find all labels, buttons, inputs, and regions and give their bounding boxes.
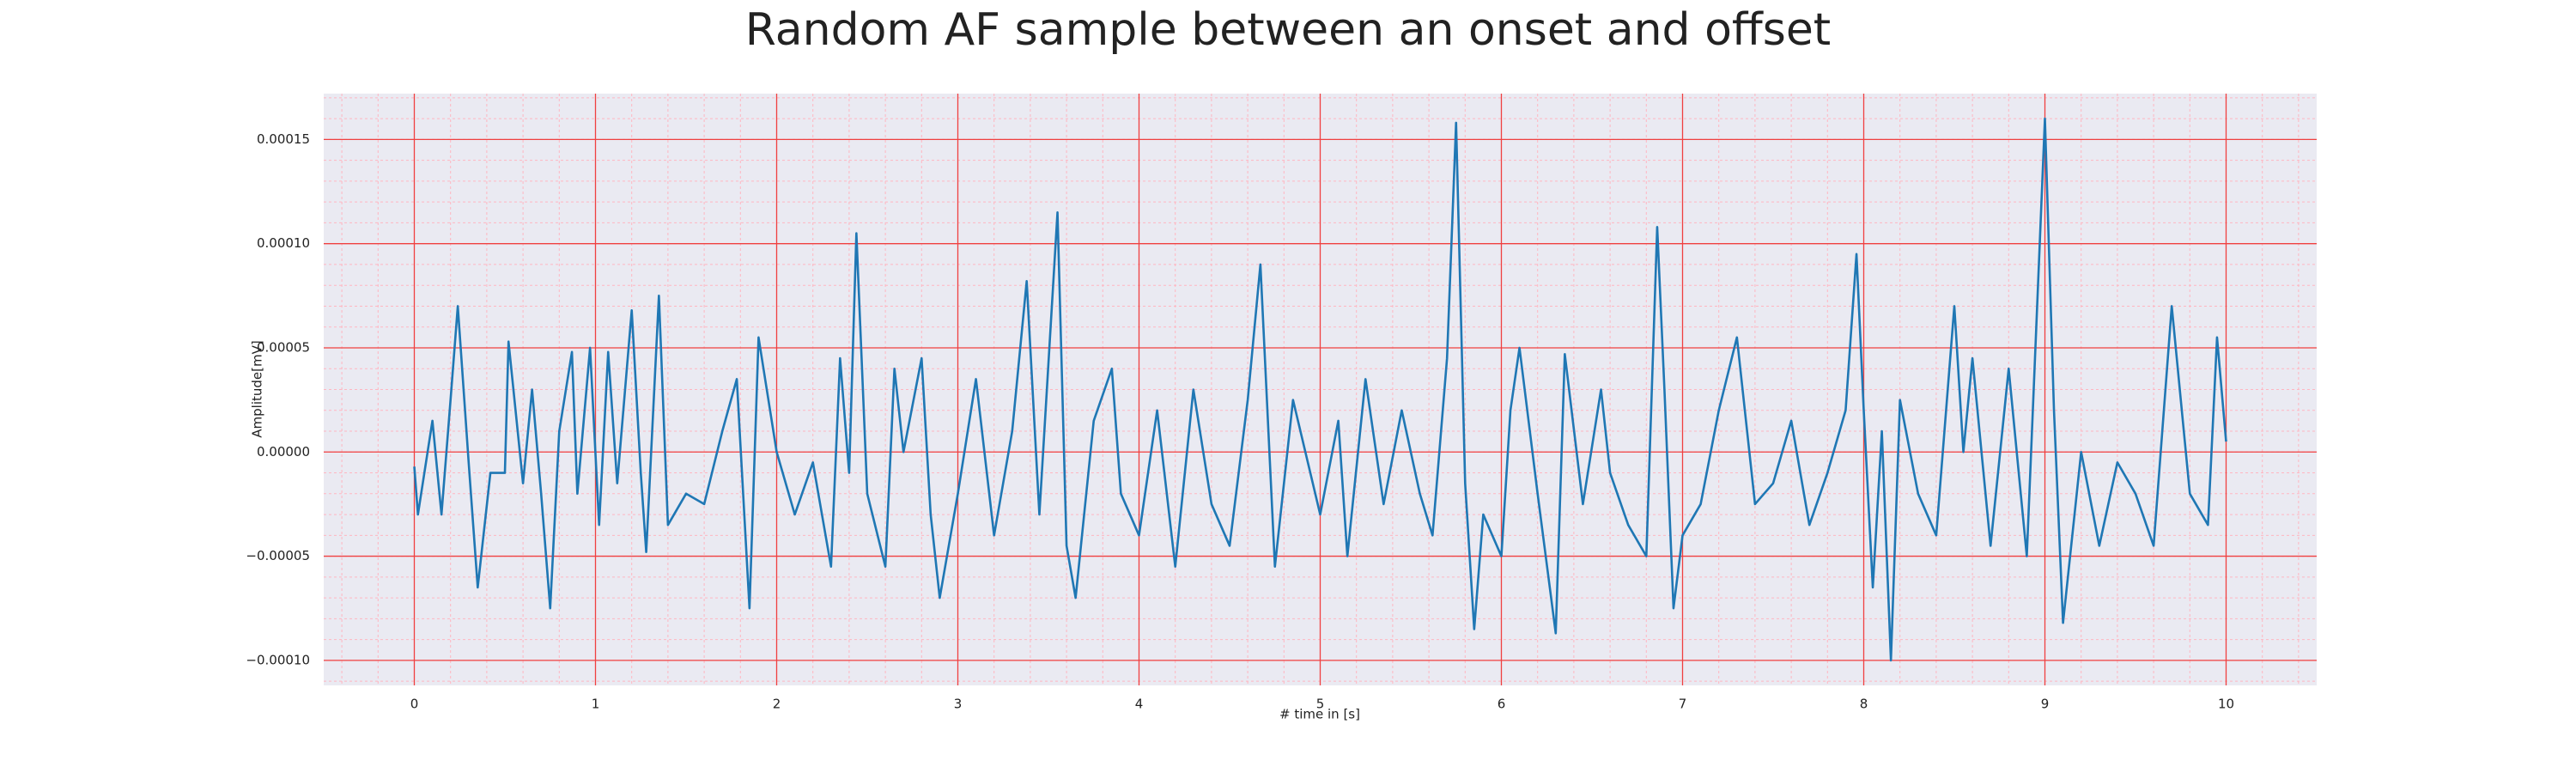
signal-line [413,117,2227,662]
x-tick-label: 6 [1498,697,1506,712]
x-axis-label: # time in [s] [1279,707,1360,722]
x-tick-label: 9 [2041,697,2050,712]
chart-title: Random AF sample between an onset and of… [745,4,1831,56]
x-tick-label: 3 [954,697,963,712]
x-tick-label: 4 [1135,697,1144,712]
y-tick-label: 0.00015 [257,131,310,147]
y-tick-label: −0.00005 [246,548,310,563]
x-tick-label: 0 [410,697,419,712]
x-tick-label: 5 [1316,697,1325,712]
x-tick-label: 8 [1860,697,1868,712]
y-tick-label: 0.00000 [257,444,310,460]
y-tick-label: −0.00010 [246,652,310,667]
y-tick-label: 0.00010 [257,235,310,251]
y-tick-label: 0.00005 [257,339,310,355]
x-tick-label: 7 [1679,697,1687,712]
x-tick-label: 1 [592,697,600,712]
x-tick-label: 10 [2218,697,2234,712]
y-axis-label: Amplitude[mV] [250,340,265,437]
x-tick-label: 2 [773,697,781,712]
